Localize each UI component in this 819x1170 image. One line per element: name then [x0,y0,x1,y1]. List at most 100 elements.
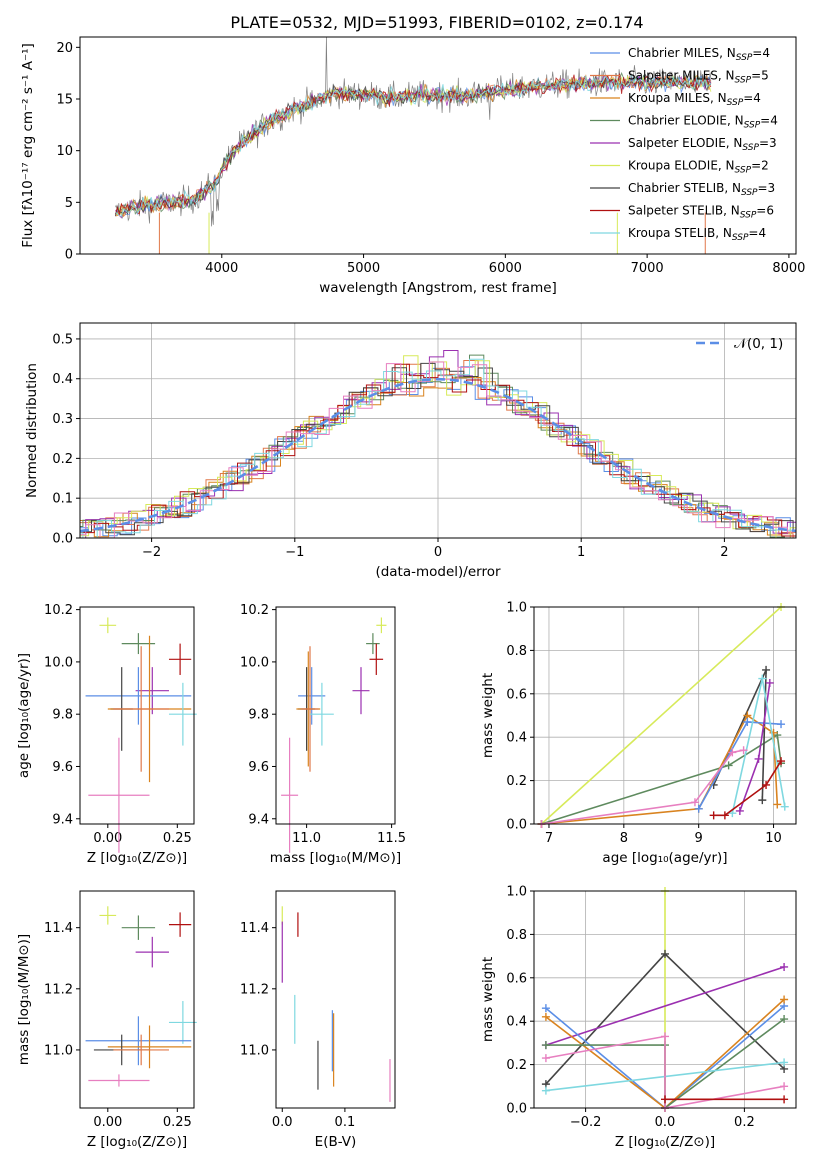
axes-frame [79,890,195,1109]
y-tick-label: 1.0 [506,601,527,616]
legend-value: =4 [743,91,761,105]
legend-value: =2 [751,159,769,173]
weight-marker [661,1095,669,1104]
y-tick-label: 0.8 [506,928,527,943]
y-tick-label: 5 [65,196,73,211]
weight-line [541,733,782,825]
y-tick-label: 0.6 [506,971,527,986]
model-chabrier-miles [115,74,712,217]
weight-marker [780,1082,789,1091]
weight-marker [762,665,771,674]
y-axis-label: mass weight [480,957,496,1042]
y-axis-label: mass weight [480,673,496,758]
y-tick-label: 0.8 [506,644,527,659]
weight-marker [773,800,782,809]
y-tick-label: 1.0 [506,885,527,900]
y-tick-label: 9.6 [248,760,269,775]
weight-marker [769,728,778,737]
y-tick-label: 10 [56,144,73,159]
weight-marker [758,674,767,683]
y-tick-label: 0.3 [52,412,73,427]
weight-marker [765,678,774,687]
legend-sub: SSP [736,53,753,63]
legend-sub: SSP [727,98,744,108]
histogram-kroupa-stelib [80,358,796,538]
weight-marker [777,720,786,729]
y-tick-label: 0.4 [506,1015,527,1030]
weight-line [545,1035,785,1109]
x-tick-label: 0.00 [93,831,122,846]
y-tick-label: 0.4 [506,731,527,746]
legend-label: Kroupa STELIB, NSSP=4 [628,226,766,243]
axes-frame [79,322,797,539]
legend-value: =4 [748,226,766,240]
y-tick-label: 20 [56,41,73,56]
y-tick-label: 11.0 [44,1043,73,1058]
weight-marker [694,804,703,813]
panel-mass_vs_Z: 0.00 0.25 11.0 11.2 11.4 Z [log₁₀(Z/Z⊙)] mass … [16,890,197,1150]
weight-line [540,606,782,825]
legend-label: Chabrier ELODIE, NSSP=4 [628,114,778,131]
weight-marker [720,811,729,820]
figure-title: PLATE=0532, MJD=51993, FIBERID=0102, z=0… [230,13,643,32]
x-tick-label: 1 [577,545,585,560]
legend-value: =4 [752,46,770,60]
y-tick-label: 0.0 [52,532,73,547]
x-tick-label: 6000 [489,261,522,276]
x-tick-label: 0.0 [655,1115,676,1130]
legend-value: =3 [759,136,777,150]
y-axis-label: age [log₁₀(age/yr)] [16,653,32,778]
legend-value: =4 [760,114,778,128]
x-axis-label: age [log₁₀(age/yr)] [602,850,727,866]
x-tick-label: −0.2 [570,1115,602,1130]
legend-label: Chabrier MILES, NSSP=4 [628,46,770,63]
legend-value: =5 [751,69,769,83]
weight-marker [541,1054,550,1063]
weight-marker [724,761,733,770]
legend-label: Chabrier STELIB, NSSP=3 [628,181,775,198]
y-tick-label: 11.4 [44,921,73,936]
weight-marker [780,995,789,1004]
weight-marker [754,754,763,763]
x-axis-label: wavelength [Angstrom, rest frame] [319,280,557,296]
x-tick-label: 0.25 [163,1115,192,1130]
legend-sub: SSP [742,143,759,153]
y-tick-label: 11.2 [44,982,73,997]
y-tick-label: 11.0 [240,1043,269,1058]
y-tick-label: 9.8 [52,708,73,723]
x-tick-label: 0 [434,545,442,560]
x-tick-label: 0.00 [93,1115,122,1130]
weight-marker [709,811,718,820]
x-tick-label: 8 [620,831,628,846]
y-tick-label: 0.2 [506,1058,527,1073]
y-axis-label: Flux [fλ10⁻¹⁷ erg cm⁻² s⁻¹ A⁻¹] [20,43,36,248]
x-tick-label: −1 [285,545,304,560]
weight-marker [739,746,748,755]
y-tick-label: 0.6 [506,687,527,702]
y-tick-label: 10.2 [44,603,73,618]
axes-frame [533,890,797,1109]
legend-sub: SSP [732,233,749,243]
y-tick-label: 9.4 [52,812,73,827]
weight-marker [780,962,789,971]
legend-label: Salpeter MILES, NSSP=5 [628,69,769,86]
y-tick-label: 0.5 [52,332,73,347]
legend-label: Salpeter STELIB, NSSP=6 [628,204,774,221]
y-tick-label: 10.0 [240,655,269,670]
weight-marker [541,1041,550,1050]
axes-frame [533,606,797,825]
axes-frame [275,890,396,1109]
y-tick-label: 0.2 [506,774,527,789]
weight-marker [780,1095,789,1104]
y-tick-label: 10.2 [240,603,269,618]
y-tick-label: 11.4 [240,921,269,936]
y-tick-label: 9.8 [248,708,269,723]
y-tick-label: 0.1 [52,492,73,507]
legend-sub: SSP [740,211,757,221]
legend-sub: SSP [735,166,752,176]
weight-marker [541,1012,550,1021]
weight-marker [758,796,767,805]
x-tick-label: 7000 [631,261,664,276]
